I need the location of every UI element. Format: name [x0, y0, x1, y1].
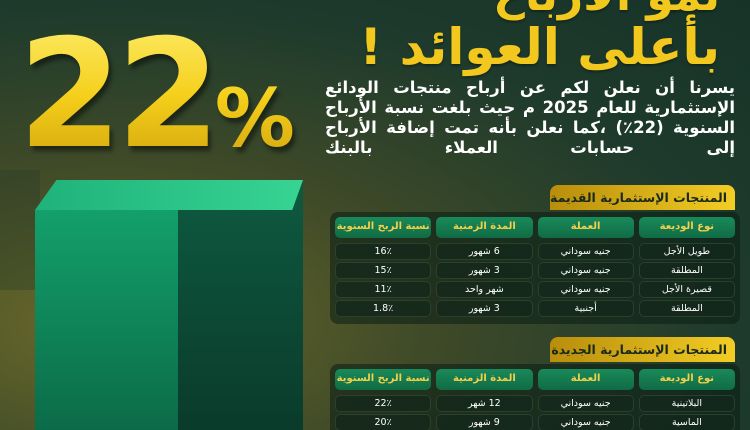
table-header-row: نوع الوديعة العملة المدة الزمنية نسبة الربح…	[335, 369, 735, 393]
table-cell: 9 شهور	[436, 414, 533, 430]
table-cell: البلاتينية	[638, 395, 735, 412]
headline-line1: نمو الأرباح	[493, 0, 720, 21]
old-products-table: نوع الوديعة العملة المدة الزمنية نسبة الربح…	[330, 212, 740, 324]
background-building	[0, 170, 40, 290]
table-cell: 1.8٪	[335, 300, 432, 317]
announcement-paragraph: يسرنا أن نعلن لكم عن أرباح منتجات الودائ…	[325, 78, 735, 157]
table-cell: 3 شهور	[436, 262, 533, 279]
table-cell: المطلقة	[638, 262, 735, 279]
table-row: البلاتينية جنيه سوداني 12 شهر 22٪	[335, 395, 735, 412]
table-cell: 11٪	[335, 281, 432, 298]
table-cell: 12 شهر	[436, 395, 533, 412]
column-header: العملة	[537, 217, 634, 238]
table-cell: جنيه سوداني	[537, 262, 634, 279]
headline-line2: بأعلى العوائد !	[359, 18, 720, 76]
table-header-row: نوع الوديعة العملة المدة الزمنية نسبة الربح…	[335, 217, 735, 241]
new-products-table: نوع الوديعة العملة المدة الزمنية نسبة الربح…	[330, 364, 740, 430]
pedestal-top	[35, 180, 303, 210]
column-header: نسبة الربح السنوية	[335, 217, 432, 238]
pedestal-front	[35, 210, 178, 430]
table-cell: 15٪	[335, 262, 432, 279]
column-header: العملة	[537, 369, 634, 390]
column-header: المدة الزمنية	[436, 369, 533, 390]
table-cell: جنيه سوداني	[537, 414, 634, 430]
column-header: نوع الوديعة	[638, 217, 735, 238]
table-row: قصيرة الأجل جنيه سوداني شهر واحد 11٪	[335, 281, 735, 298]
table-row: الماسية جنيه سوداني 9 شهور 20٪	[335, 414, 735, 430]
table-cell: شهر واحد	[436, 281, 533, 298]
hero-percentage: 22%	[18, 0, 295, 214]
old-products-title: المنتجات الإستثمارية القديمة	[550, 185, 735, 210]
table-cell: جنيه سوداني	[537, 243, 634, 260]
table-cell: جنيه سوداني	[537, 395, 634, 412]
table-cell: 22٪	[335, 395, 432, 412]
table-cell: 20٪	[335, 414, 432, 430]
new-products-title: المنتجات الإستثمارية الجديدة	[550, 337, 735, 362]
table-cell: أجنبية	[537, 300, 634, 317]
table-cell: 3 شهور	[436, 300, 533, 317]
column-header: المدة الزمنية	[436, 217, 533, 238]
hero-number: 22	[18, 8, 215, 182]
table-cell: 16٪	[335, 243, 432, 260]
table-cell: جنيه سوداني	[537, 281, 634, 298]
table-cell: الماسية	[638, 414, 735, 430]
column-header: نسبة الربح السنوية	[335, 369, 432, 390]
table-cell: المطلقة	[638, 300, 735, 317]
table-cell: قصيرة الأجل	[638, 281, 735, 298]
table-cell: طويل الأجل	[638, 243, 735, 260]
table-row: المطلقة جنيه سوداني 3 شهور 15٪	[335, 262, 735, 279]
pedestal-side	[178, 180, 303, 430]
table-row: المطلقة أجنبية 3 شهور 1.8٪	[335, 300, 735, 317]
table-row: طويل الأجل جنيه سوداني 6 شهور 16٪	[335, 243, 735, 260]
table-cell: 6 شهور	[436, 243, 533, 260]
column-header: نوع الوديعة	[638, 369, 735, 390]
hero-percent-sign: %	[214, 72, 295, 165]
